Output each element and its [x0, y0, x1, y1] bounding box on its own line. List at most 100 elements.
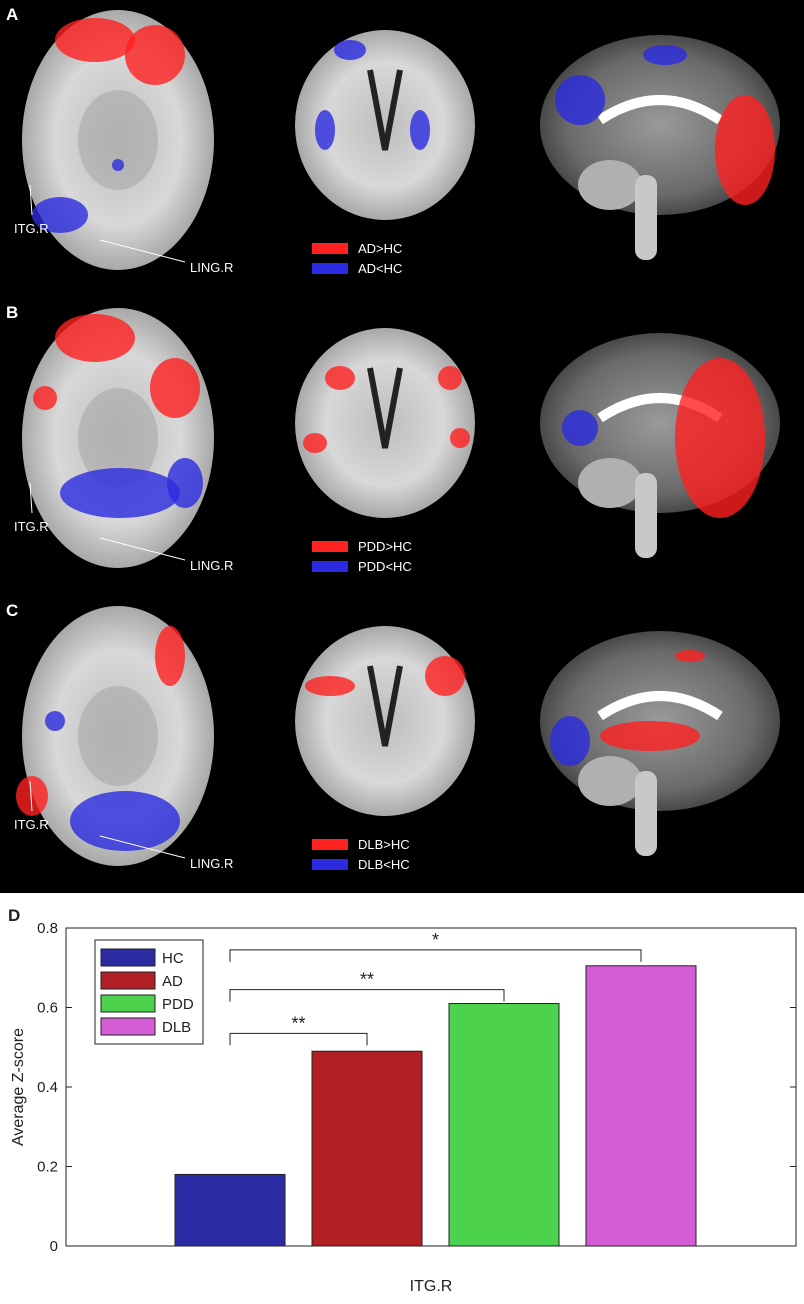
cerebellum — [578, 756, 642, 806]
ling-leader-line — [99, 537, 186, 561]
sagittal-activation-increase — [675, 650, 705, 662]
y-tick-label: 0.2 — [37, 1159, 58, 1176]
legend-label-decrease: DLB<HC — [358, 857, 410, 872]
label-itg-r: ITG.R — [14, 817, 49, 832]
corpus-callosum — [597, 691, 723, 721]
axial-activation-increase — [125, 25, 185, 85]
itg-leader-line — [29, 780, 33, 812]
sagittal-activation-decrease — [555, 75, 605, 125]
legend-swatch-decrease — [312, 859, 348, 870]
legend-label-dlb: DLB — [162, 1019, 191, 1036]
coronal-activation-increase — [303, 433, 327, 453]
legend-swatch-decrease — [312, 561, 348, 572]
cerebellum — [578, 160, 642, 210]
bar-dlb — [585, 965, 697, 1247]
sagittal-activation-decrease — [643, 45, 687, 65]
label-ling-r: LING.R — [190, 260, 233, 275]
significance-bracket-dlb — [229, 949, 642, 962]
coronal-activation-increase — [305, 676, 355, 696]
legend-swatch-decrease — [312, 263, 348, 274]
legend-swatch-ad — [100, 971, 156, 990]
coronal-slice — [295, 626, 475, 816]
sagittal-activation-increase — [715, 95, 775, 205]
coronal-activation-increase — [325, 366, 355, 390]
brain-row-b: B ITG.R LING.R PDD>HC PDD<HC — [6, 303, 780, 574]
label-itg-r: ITG.R — [14, 519, 49, 534]
brain-row-a: A ITG.R LING.R AD>HC AD<HC — [6, 5, 780, 276]
axial-activation-decrease — [167, 458, 203, 508]
y-tick-label: 0.6 — [37, 1000, 58, 1017]
legend-label-hc: HC — [162, 950, 184, 967]
y-tick-label: 0 — [50, 1238, 58, 1255]
coronal-ventricles — [367, 665, 403, 747]
itg-leader-line — [29, 482, 33, 514]
brain-row-c: C ITG.R LING.R DLB>HC DLB<HC — [6, 601, 780, 872]
axial-activation-decrease — [45, 711, 65, 731]
legend-label-increase: DLB>HC — [358, 837, 410, 852]
axial-deep-matter — [78, 686, 158, 786]
legend: HC AD PDD DLB — [94, 939, 204, 1045]
panel-letter-d: D — [8, 906, 20, 925]
legend-label-decrease: PDD<HC — [358, 559, 412, 574]
significance-brackets: ***** — [229, 930, 642, 1046]
panel-letter-c: C — [6, 601, 18, 620]
legend-swatch-increase — [312, 541, 348, 552]
label-ling-r: LING.R — [190, 856, 233, 871]
legend-swatch-dlb — [100, 1017, 156, 1036]
itg-leader-line — [29, 184, 33, 216]
bar-ad — [311, 1050, 423, 1247]
significance-label-dlb: * — [432, 930, 439, 950]
ling-leader-line — [99, 835, 186, 859]
y-axis-label: Average Z-score — [10, 1028, 27, 1146]
axial-activation-increase — [150, 358, 200, 418]
panel-letter-a: A — [6, 5, 18, 24]
y-tick-label: 0.4 — [37, 1079, 58, 1096]
axial-deep-matter — [78, 90, 158, 190]
coronal-activation-decrease — [315, 110, 335, 150]
cerebellum — [578, 458, 642, 508]
legend-label-decrease: AD<HC — [358, 261, 402, 276]
legend-swatch-increase — [312, 243, 348, 254]
axial-activation-decrease — [112, 159, 124, 171]
corpus-callosum — [597, 95, 723, 125]
ling-leader-line — [99, 239, 186, 263]
brainstem — [635, 175, 657, 260]
coronal-activation-increase — [450, 428, 470, 448]
coronal-activation-increase — [425, 656, 465, 696]
axial-deep-matter — [78, 388, 158, 488]
axial-activation-increase — [33, 386, 57, 410]
coronal-slice — [295, 30, 475, 220]
coronal-ventricles — [367, 69, 403, 151]
coronal-activation-decrease — [410, 110, 430, 150]
brain-panels: A ITG.R LING.R AD>HC AD<HC B ITG.R LING.R PDD>HC… — [0, 0, 804, 893]
y-tick-label: 0.8 — [37, 920, 58, 937]
legend-label-ad: AD — [162, 973, 183, 990]
legend-label-increase: PDD>HC — [358, 539, 412, 554]
significance-bracket-ad — [229, 1032, 368, 1046]
axial-activation-increase — [55, 18, 135, 62]
legend-swatch-pdd — [100, 994, 156, 1013]
axial-activation-increase — [155, 626, 185, 686]
legend-swatch-increase — [312, 839, 348, 850]
legend-label-pdd: PDD — [162, 996, 194, 1013]
legend-label-increase: AD>HC — [358, 241, 402, 256]
axial-activation-decrease — [70, 791, 180, 851]
axial-activation-increase — [16, 776, 48, 816]
brainstem — [635, 473, 657, 558]
label-itg-r: ITG.R — [14, 221, 49, 236]
x-axis-label: ITG.R — [410, 1278, 453, 1295]
sagittal-activation-decrease — [550, 716, 590, 766]
axial-activation-increase — [55, 314, 135, 362]
significance-label-ad: ** — [291, 1013, 305, 1033]
sagittal-activation-increase — [600, 721, 700, 751]
y-axis-ticks: 0 0.2 0.4 0.6 0.8 — [37, 920, 796, 1255]
bar-pdd — [448, 1003, 560, 1247]
brainstem — [635, 771, 657, 856]
coronal-activation-increase — [438, 366, 462, 390]
axial-activation-decrease — [60, 468, 180, 518]
significance-label-pdd: ** — [360, 970, 374, 990]
label-ling-r: LING.R — [190, 558, 233, 573]
bars — [174, 965, 697, 1247]
